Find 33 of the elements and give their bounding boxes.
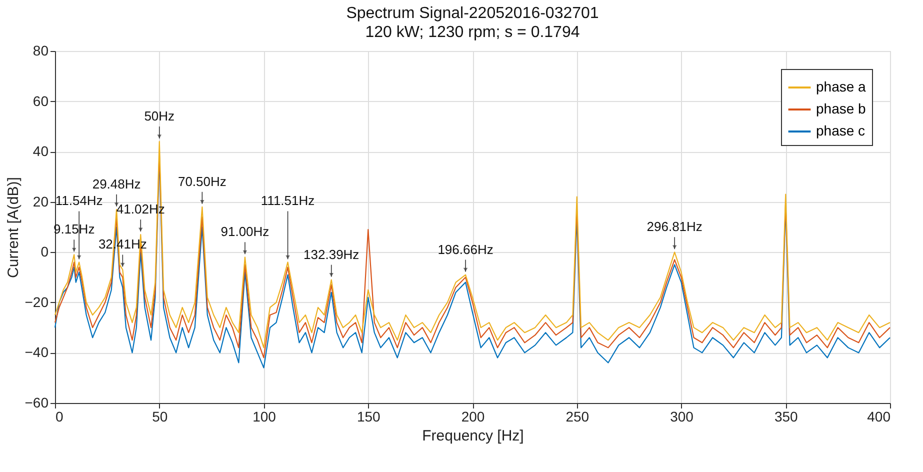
annotation: 91.00Hz bbox=[220, 224, 270, 240]
annotation: 29.48Hz bbox=[92, 176, 141, 192]
legend-label: phase a bbox=[816, 78, 866, 94]
x-tick-label: 150 bbox=[356, 408, 381, 424]
y-tick-label: 0 bbox=[40, 244, 49, 260]
x-tick-label: 0 bbox=[56, 408, 64, 424]
y-tick-label: 80 bbox=[32, 42, 49, 58]
x-tick-label: 350 bbox=[774, 408, 798, 424]
y-tick-label: −40 bbox=[24, 344, 49, 360]
legend-label: phase b bbox=[816, 100, 866, 116]
y-tick-label: −60 bbox=[24, 394, 49, 410]
y-tick-label: 20 bbox=[32, 193, 49, 210]
annotation: 196.66Hz bbox=[438, 242, 494, 257]
x-tick-label: 100 bbox=[252, 408, 276, 424]
y-axis-title: Current [A(dB)] bbox=[4, 177, 22, 278]
x-tick-label: 250 bbox=[566, 408, 590, 424]
x-axis-title: Frequency [Hz] bbox=[422, 428, 524, 444]
annotation: 70.50Hz bbox=[178, 174, 226, 189]
annotation: 296.81Hz bbox=[646, 219, 702, 234]
y-tick-label: 60 bbox=[32, 92, 49, 109]
annotation: 111.51Hz bbox=[260, 193, 315, 208]
annotation: 11.54Hz bbox=[55, 193, 103, 208]
annotation: 132.39Hz bbox=[304, 246, 360, 262]
y-tick-label: −20 bbox=[24, 294, 49, 310]
x-tick-label: 400 bbox=[867, 408, 891, 424]
chart-subtitle: 120 kW; 1230 rpm; s = 0.1794 bbox=[365, 24, 580, 41]
legend-label: phase c bbox=[816, 122, 866, 138]
annotation: 50Hz bbox=[144, 108, 175, 124]
x-tick-label: 300 bbox=[670, 408, 694, 424]
x-tick-label: 200 bbox=[461, 408, 485, 424]
y-tick-label: 40 bbox=[32, 143, 49, 160]
x-tick-label: 50 bbox=[152, 408, 168, 424]
chart-title: Spectrum Signal-22052016-032701 bbox=[346, 5, 599, 22]
